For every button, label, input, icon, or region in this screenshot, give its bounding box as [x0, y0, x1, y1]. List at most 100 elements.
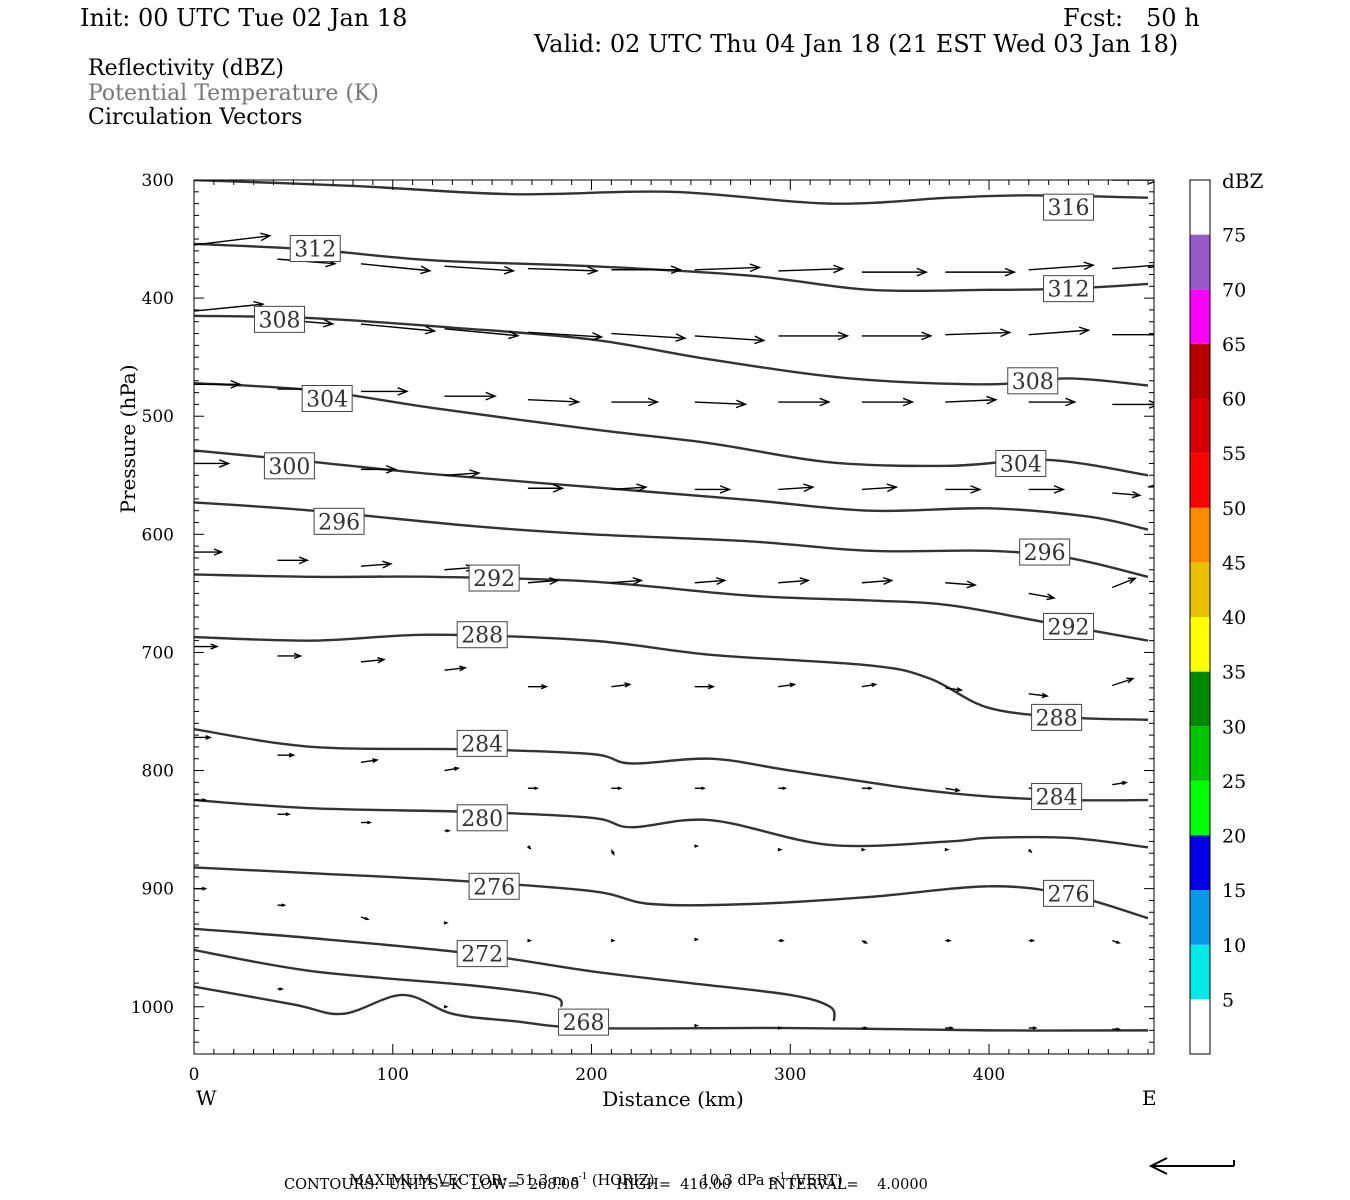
circulation-vector: [694, 683, 716, 690]
contour-label-text: 304: [306, 388, 348, 413]
colorbar-segment: [1190, 726, 1210, 781]
colorbar-label: 65: [1222, 334, 1246, 356]
circulation-vector: [861, 847, 867, 852]
colorbar-label: 35: [1222, 662, 1246, 684]
circulation-vector: [861, 483, 899, 493]
colorbar-segment: [1190, 617, 1210, 672]
circulation-vector: [694, 485, 732, 494]
contour-label: 308: [253, 305, 305, 333]
colorbar-label: 40: [1222, 607, 1246, 629]
colorbar-segment: [1190, 999, 1210, 1054]
contour-label: 280: [456, 804, 508, 832]
contour-label-text: 284: [461, 732, 503, 757]
forecast-hour: Fcst: 50 h: [1063, 4, 1200, 32]
contour-label: 304: [301, 385, 353, 413]
circulation-vector: [778, 331, 850, 341]
contour-label-text: 292: [1048, 615, 1090, 640]
colorbar-label: 45: [1222, 552, 1246, 574]
contour-label-text: 284: [1036, 786, 1078, 811]
plot-frame: [193, 179, 1155, 1055]
y-tick-label: 900: [142, 880, 174, 900]
circulation-vector: [444, 328, 520, 340]
colorbar-label: 70: [1222, 279, 1246, 301]
circulation-vector: [1028, 938, 1036, 943]
colorbar-frame: [1189, 179, 1211, 1055]
circulation-vector: [194, 548, 224, 556]
circulation-vector: [945, 1026, 955, 1030]
x-tick-label: 100: [377, 1065, 409, 1085]
circulation-vector: [1028, 692, 1050, 699]
circulation-vector: [1148, 334, 1154, 336]
contour-info: CONTOURS: UNITS=K LOW= 268.00 HIGH= 416.…: [284, 1177, 928, 1193]
contour-label: 288: [456, 621, 508, 649]
circulation-vector: [694, 786, 706, 791]
circulation-vector: [1147, 266, 1154, 269]
field-potential-temperature: Potential Temperature (K): [88, 81, 379, 106]
field-reflectivity: Reflectivity (dBZ): [88, 56, 284, 81]
x-tick-label: 200: [575, 1065, 607, 1085]
contour-label: 284: [1031, 783, 1083, 811]
circulation-vector: [360, 387, 409, 396]
circulation-vector: [1112, 780, 1128, 786]
colorbar-title: dBZ: [1222, 169, 1264, 193]
vert-label: (VERT): [785, 1172, 843, 1189]
circulation-vector: [694, 577, 727, 586]
colorbar-label: 30: [1222, 716, 1246, 738]
y-tick-label: 800: [142, 762, 174, 782]
contour-label-text: 276: [1048, 882, 1090, 907]
colorbar-segment: [1190, 289, 1210, 344]
contour-label: 276: [1043, 879, 1095, 907]
contour-label-text: 304: [1000, 452, 1042, 477]
colorbar-segment: [1190, 944, 1210, 1000]
circulation-vector: [777, 847, 783, 852]
circulation-vector: [1028, 848, 1033, 854]
circulation-vector: [443, 1004, 449, 1009]
y-axis-label: Pressure (hPa): [116, 365, 140, 514]
theta-contour-272: [194, 927, 836, 1022]
colorbar-segment: [1190, 180, 1210, 235]
contour-label-text: 300: [268, 455, 310, 480]
colorbar-segment: [1190, 890, 1210, 945]
circulation-vector: [527, 683, 549, 690]
theta-contour-284: [194, 728, 1149, 802]
circulation-vector: [778, 483, 815, 493]
contour-label: 272: [456, 940, 508, 968]
circulation-vector: [1112, 577, 1138, 589]
circulation-vector: [694, 1023, 700, 1028]
circulation-vector: [778, 577, 811, 586]
circulation-vector: [527, 786, 540, 791]
circulation-vector: [360, 263, 432, 275]
circulation-vector: [360, 820, 373, 825]
colorbar-segment: [1190, 671, 1210, 727]
circulation-vector: [778, 938, 785, 943]
circulation-vector: [1112, 180, 1154, 185]
contour-label-text: 296: [318, 510, 360, 535]
theta-contour-316: [194, 180, 1149, 205]
max-vector-vert: (HORIZ) 10.3 dPa s: [587, 1172, 777, 1189]
y-tick-label: 500: [142, 407, 174, 427]
circulation-vector: [945, 267, 1017, 277]
theta-contour-276: [194, 866, 1149, 920]
circulation-vector: [194, 300, 265, 312]
colorbar-label: 55: [1222, 443, 1246, 465]
circulation-vector: [443, 921, 449, 925]
circulation-vector: [277, 556, 310, 565]
circulation-vector: [611, 397, 660, 407]
colorbar-segment: [1190, 343, 1210, 399]
circulation-vector: [1112, 334, 1154, 336]
colorbar-label: 75: [1222, 225, 1246, 247]
colorbar-segment: [1190, 234, 1210, 290]
contour-label: 304: [995, 449, 1047, 477]
x-tick-label: 0: [189, 1065, 200, 1085]
x-tick-label: 400: [973, 1065, 1005, 1085]
circulation-vector: [194, 643, 219, 650]
circulation-vector: [1112, 939, 1121, 944]
contour-label-text: 288: [461, 624, 503, 649]
y-tick-label: 300: [142, 171, 174, 191]
circulation-vector: [444, 665, 468, 672]
colorbar-label: 50: [1222, 498, 1246, 520]
circulation-vector: [778, 264, 845, 274]
theta-contour-280: [194, 798, 1149, 849]
theta-contour-308: [194, 314, 1149, 387]
colorbar-label: 15: [1222, 880, 1246, 902]
